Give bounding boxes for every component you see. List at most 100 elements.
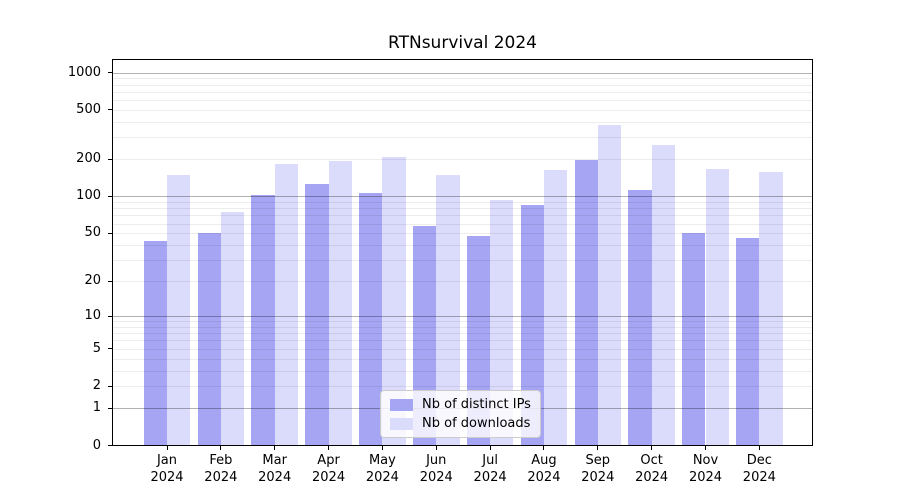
y-axis-tick-label: 20 [84, 273, 101, 289]
legend-item-downloads: Nb of downloads [390, 415, 531, 432]
x-tick-mark [328, 446, 330, 450]
bar-downloads [382, 156, 406, 445]
gridline-minor [113, 348, 812, 350]
bar-distinct-ips [628, 189, 652, 445]
chart-title: RTNsurvival 2024 [388, 33, 537, 53]
legend-item-distinct-ips: Nb of distinct IPs [390, 396, 531, 413]
gridline-minor [113, 223, 812, 225]
legend-label-distinct-ips: Nb of distinct IPs [422, 397, 531, 412]
x-tick-mark [543, 446, 545, 450]
bar-distinct-ips [682, 232, 706, 445]
y-tick-mark [108, 109, 113, 111]
y-tick-mark [108, 348, 113, 350]
bar-downloads [705, 169, 729, 445]
x-tick-mark [489, 446, 491, 450]
y-tick-mark [108, 195, 113, 197]
x-tick-mark [274, 446, 276, 450]
x-tick-mark [435, 446, 437, 450]
y-axis-tick-label: 50 [84, 225, 101, 241]
x-axis-tick-label: Nov 2024 [688, 453, 723, 485]
gridline-minor [113, 84, 812, 86]
x-tick-mark [705, 446, 706, 450]
gridline-major [113, 316, 812, 318]
gridline-minor [113, 121, 812, 123]
gridline-minor [113, 109, 812, 111]
y-tick-mark [108, 280, 113, 282]
x-tick-mark [381, 446, 383, 450]
gridline-minor [113, 340, 812, 342]
bar-downloads [436, 174, 460, 445]
gridline-minor [113, 321, 812, 323]
bar-downloads [167, 174, 191, 445]
x-tick-mark [758, 446, 760, 450]
gridline-minor [113, 281, 812, 283]
x-axis-tick-label: Sep 2024 [581, 453, 615, 485]
x-axis-tick-label: Jun 2024 [419, 453, 453, 485]
x-axis-tick-label: Apr 2024 [312, 453, 346, 485]
y-axis-tick-label: 1000 [67, 64, 101, 80]
x-axis-tick-label: Feb 2024 [204, 453, 238, 485]
y-tick-mark [108, 315, 113, 317]
bar-distinct-ips [359, 193, 383, 445]
y-tick-mark [108, 72, 113, 74]
bar-downloads [328, 161, 352, 445]
gridline-minor [113, 233, 812, 235]
gridline-minor [113, 137, 812, 139]
y-axis-tick-label: 1 [92, 400, 101, 416]
bar-distinct-ips [197, 232, 221, 445]
y-axis-tick-label: 200 [76, 151, 101, 167]
x-tick-mark [651, 446, 653, 450]
bar-downloads [220, 211, 245, 445]
gridline-minor [113, 370, 812, 372]
bar-downloads [490, 199, 514, 445]
x-tick-mark [220, 446, 222, 450]
y-tick-mark [108, 385, 113, 387]
bar-downloads [274, 163, 298, 445]
gridline-minor [113, 333, 812, 335]
gridline-minor [113, 386, 812, 388]
x-axis-tick-label: Jan 2024 [150, 453, 184, 485]
y-axis-tick-label: 100 [76, 188, 101, 204]
gridline-minor [113, 215, 812, 217]
x-axis-tick-label: Dec 2024 [742, 453, 776, 485]
legend-swatch-downloads [390, 417, 413, 430]
legend-swatch-distinct-ips [390, 398, 413, 411]
bar-downloads [651, 145, 675, 445]
gridline-major [113, 196, 812, 198]
gridline-minor [113, 201, 812, 203]
y-tick-mark [108, 407, 113, 409]
x-axis-tick-label: Aug 2024 [527, 453, 561, 485]
y-tick-mark [108, 445, 113, 446]
gridline-minor [113, 91, 812, 93]
y-tick-mark [108, 232, 113, 234]
bar-downloads [543, 170, 568, 445]
x-axis-tick-label: May 2024 [365, 453, 399, 485]
gridline-minor [113, 260, 812, 262]
gridline-major [113, 72, 812, 74]
gridline-minor [113, 358, 812, 360]
gridline-minor [113, 78, 812, 80]
gridline-minor [113, 326, 812, 328]
y-axis-tick-label: 0 [92, 437, 101, 453]
bar-distinct-ips [305, 183, 329, 445]
x-axis-tick-label: Jul 2024 [473, 453, 507, 485]
plot-area: 0 1 2 5 10 20 50 100 200 500 1000 Jan 2024 Feb 2024 M… [68, 59, 813, 485]
legend: Nb of distinct IPs Nb of downloads [380, 390, 541, 438]
bar-distinct-ips [736, 238, 760, 445]
y-tick-mark [108, 158, 113, 160]
y-axis-tick-label: 10 [84, 308, 101, 324]
x-axis-tick-label: Oct 2024 [635, 453, 669, 485]
y-axis-tick-label: 2 [92, 378, 101, 394]
legend-label-downloads: Nb of downloads [422, 416, 531, 431]
bar-downloads [597, 124, 622, 445]
y-axis-tick-label: 5 [92, 340, 101, 356]
x-tick-mark [597, 446, 599, 450]
bar-downloads [759, 172, 783, 445]
bar-distinct-ips [251, 195, 275, 445]
bar-distinct-ips [520, 204, 544, 445]
gridline-minor [113, 159, 812, 161]
bar-distinct-ips [143, 240, 167, 445]
gridline-minor [113, 100, 812, 102]
gridline-minor [113, 208, 812, 210]
gridline-minor [113, 245, 812, 247]
